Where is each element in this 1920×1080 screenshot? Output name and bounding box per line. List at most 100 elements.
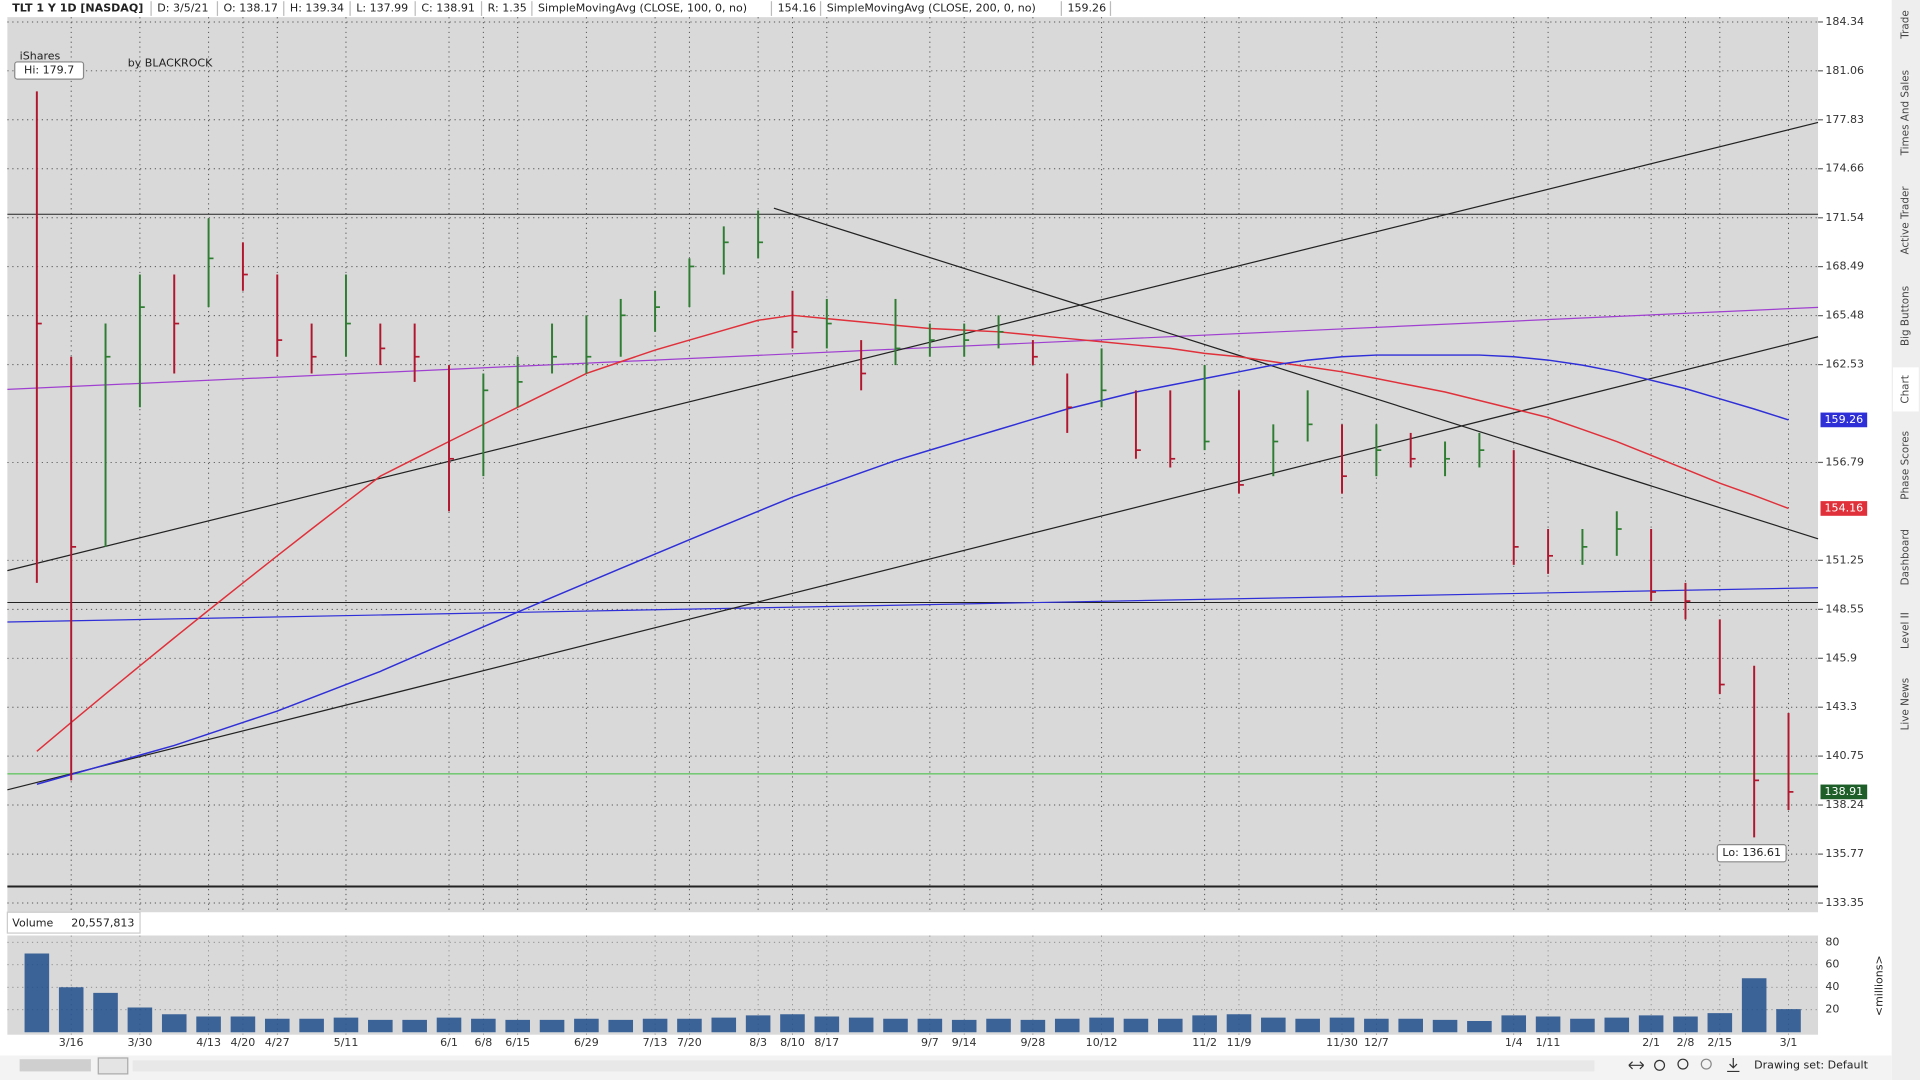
volume-bar[interactable] — [333, 1017, 359, 1033]
volume-bar[interactable] — [1604, 1017, 1630, 1033]
volume-bar[interactable] — [196, 1016, 221, 1033]
volume-bar[interactable] — [574, 1018, 599, 1033]
volume-bar[interactable] — [780, 1014, 805, 1033]
volume-bar[interactable] — [1570, 1018, 1595, 1033]
trend-line[interactable] — [7, 306, 1819, 390]
x-tick-label: 1/4 — [1505, 1036, 1523, 1049]
trend-line[interactable] — [7, 121, 1819, 572]
side-tab[interactable]: Dashboard — [1899, 529, 1911, 585]
volume-bar[interactable] — [368, 1019, 393, 1033]
volume-bar[interactable] — [608, 1019, 634, 1033]
y-tick-label: 40 — [1825, 980, 1839, 993]
trend-line[interactable] — [7, 587, 1819, 623]
volume-bar[interactable] — [1157, 1018, 1183, 1033]
volume-bar[interactable] — [93, 992, 118, 1033]
volume-bar[interactable] — [1020, 1019, 1046, 1033]
scrollbar-track[interactable] — [132, 1060, 1595, 1072]
volume-bar[interactable] — [1707, 1013, 1733, 1033]
volume-bar[interactable] — [24, 953, 50, 1033]
header-bar — [0, 0, 1920, 18]
zoom-out-icon[interactable] — [1700, 1058, 1712, 1070]
x-tick-label: 2/1 — [1642, 1036, 1660, 1049]
volume-bar[interactable] — [745, 1015, 771, 1033]
side-tab[interactable]: Chart — [1899, 375, 1911, 404]
volume-bar[interactable] — [883, 1018, 908, 1033]
date-field: D: 3/5/21 — [157, 2, 208, 15]
volume-bar[interactable] — [642, 1018, 668, 1033]
trend-line[interactable] — [773, 207, 1819, 540]
volume-bar[interactable] — [951, 1019, 977, 1033]
side-tab[interactable]: Big Buttons — [1899, 286, 1911, 346]
zoom-in-icon[interactable] — [1677, 1058, 1689, 1070]
x-tick-label: 10/12 — [1086, 1036, 1118, 1049]
scrollbar-thumb[interactable] — [19, 1059, 91, 1072]
y-tick-label: 168.49 — [1825, 260, 1864, 273]
volume-bar[interactable] — [299, 1018, 324, 1033]
side-tab[interactable]: Active Trader — [1899, 186, 1911, 255]
volume-bar[interactable] — [505, 1019, 530, 1033]
volume-bar[interactable] — [1776, 1009, 1801, 1033]
volume-bar[interactable] — [1054, 1018, 1080, 1033]
x-tick-label: 5/11 — [334, 1036, 359, 1049]
side-tab[interactable]: Level II — [1899, 612, 1911, 649]
scroll-button[interactable] — [97, 1057, 129, 1075]
volume-bar[interactable] — [917, 1018, 943, 1033]
annotation-box — [1716, 844, 1787, 863]
volume-bar[interactable] — [230, 1016, 256, 1033]
volume-bar[interactable] — [1501, 1015, 1527, 1033]
x-tick-label: 7/13 — [643, 1036, 668, 1049]
volume-bar[interactable] — [711, 1017, 737, 1033]
y-tick-label: 60 — [1825, 958, 1839, 971]
volume-bar[interactable] — [1535, 1016, 1561, 1033]
volume-bar[interactable] — [471, 1018, 496, 1033]
drawing-set[interactable]: Drawing set: Default — [1754, 1058, 1868, 1071]
volume-bar[interactable] — [58, 987, 84, 1033]
volume-bar[interactable] — [436, 1017, 462, 1033]
volume-bar[interactable] — [986, 1018, 1011, 1033]
volume-bar[interactable] — [1467, 1020, 1492, 1033]
volume-bar[interactable] — [539, 1019, 565, 1033]
last-value-label: 138.91 — [1825, 785, 1864, 798]
y-tick-label: 143.3 — [1825, 700, 1857, 713]
study-name[interactable]: SimpleMovingAvg (CLOSE, 200, 0, no) — [827, 2, 1036, 15]
crosshair-icon[interactable] — [1654, 1059, 1666, 1071]
volume-bar[interactable] — [1295, 1018, 1320, 1033]
volume-bar[interactable] — [1432, 1019, 1458, 1033]
volume-bar[interactable] — [1123, 1018, 1149, 1033]
volume-bar[interactable] — [127, 1007, 153, 1033]
symbol[interactable]: TLT 1 Y 1D [NASDAQ] — [12, 2, 143, 15]
side-tab[interactable]: Phase Scores — [1899, 431, 1911, 500]
volume-bar[interactable] — [1329, 1017, 1355, 1033]
volume-bar[interactable] — [814, 1016, 840, 1033]
volume-bar[interactable] — [677, 1018, 702, 1033]
side-tab[interactable]: Trade — [1899, 10, 1911, 39]
x-tick-label: 4/27 — [265, 1036, 290, 1049]
volume-bar[interactable] — [1741, 978, 1767, 1033]
side-tab[interactable]: Live News — [1899, 678, 1911, 731]
volume-bar[interactable] — [1192, 1015, 1217, 1033]
volume-bar[interactable] — [161, 1014, 187, 1033]
x-tick-label: 6/29 — [574, 1036, 599, 1049]
side-tab-strip — [1891, 0, 1920, 1080]
volume-bar[interactable] — [848, 1017, 874, 1033]
y-tick-label: 151.25 — [1825, 553, 1864, 566]
volume-bar[interactable] — [402, 1019, 427, 1033]
drawing-icon[interactable] — [1727, 1057, 1740, 1073]
y-tick-label: 148.55 — [1825, 602, 1864, 615]
volume-bar[interactable] — [1638, 1015, 1664, 1033]
y-tick-label: 140.75 — [1825, 749, 1864, 762]
volume-bar[interactable] — [1261, 1017, 1286, 1033]
side-tab[interactable]: Times And Sales — [1899, 70, 1911, 156]
pan-icon[interactable] — [1628, 1061, 1645, 1070]
volume-bar[interactable] — [1364, 1018, 1389, 1033]
study-name[interactable]: SimpleMovingAvg (CLOSE, 100, 0, no) — [538, 2, 747, 15]
last-value-box — [1820, 412, 1868, 428]
trend-line[interactable] — [7, 336, 1819, 791]
volume-bar[interactable] — [264, 1018, 290, 1033]
volume-bar[interactable] — [1673, 1016, 1698, 1033]
volume-bar[interactable] — [1089, 1017, 1114, 1033]
volume-bar[interactable] — [1398, 1018, 1423, 1033]
volume-bar[interactable] — [1226, 1014, 1252, 1033]
price-panel[interactable] — [7, 17, 1819, 913]
